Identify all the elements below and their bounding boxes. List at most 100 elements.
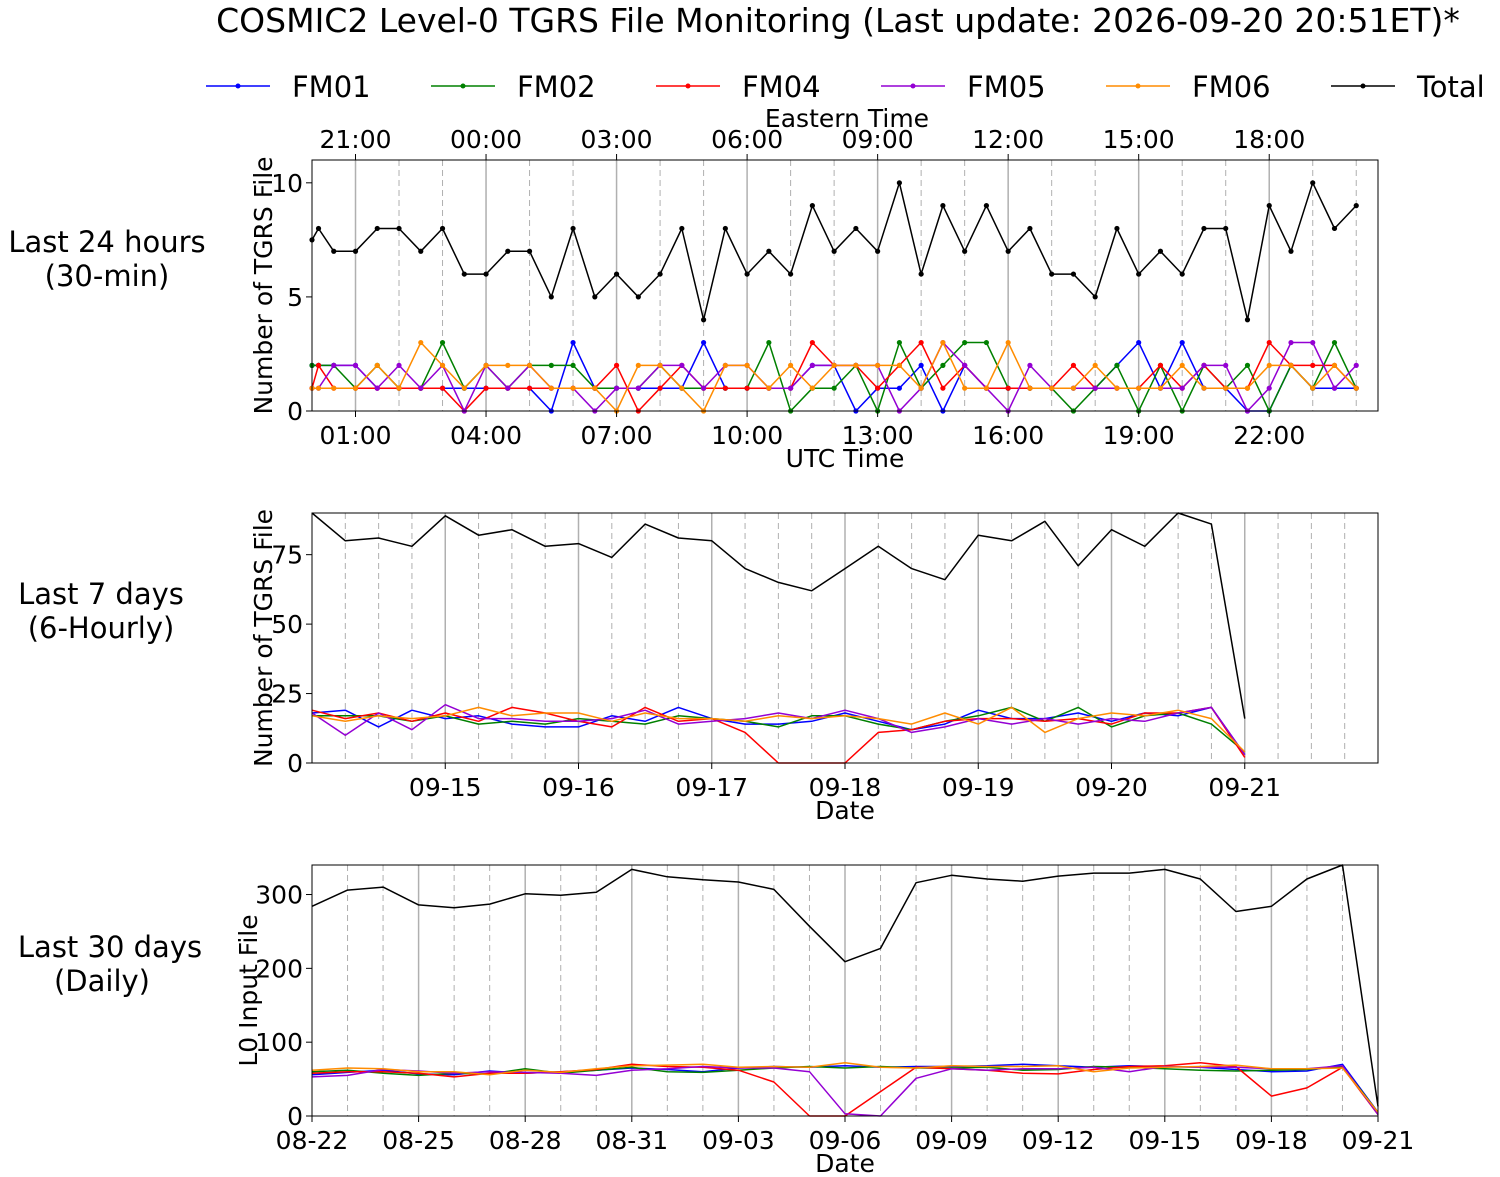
data-point-total [331,248,337,254]
data-point-fm02 [439,339,446,346]
data-point-fm05 [700,385,707,391]
series-line-total [311,864,1379,1107]
data-point-fm01 [570,339,576,346]
legend-label-fm04: FM04 [742,70,821,104]
x-tick-label: 09-21 [1342,1126,1415,1155]
data-point-total [700,317,707,323]
data-point-total [831,248,837,254]
data-point-total [875,248,881,254]
data-point-fm06 [875,362,881,368]
data-point-fm04 [875,385,881,391]
y-tick-label: 10 [271,169,303,198]
x-tick-label: 09-15 [1128,1126,1201,1155]
data-point-fm06 [766,385,772,391]
y-axis-title: L0 Input File [234,914,263,1066]
y-axis-title: Number of TGRS File [249,509,278,767]
row-label-line2: (6-Hourly) [28,611,175,645]
x-tick-label: 09-09 [915,1126,988,1155]
data-point-total [526,248,533,254]
row-label-line1: Last 7 days [18,577,184,611]
data-point-fm06 [570,385,576,391]
x-axis-title: Date [815,1149,875,1177]
data-point-fm04 [1266,339,1272,346]
top-x-tick-label: 03:00 [581,125,653,154]
data-point-total [1157,248,1164,254]
data-point-fm06 [1049,385,1055,391]
y-tick-label: 50 [271,610,303,639]
data-point-fm06 [396,385,402,391]
top-x-axis-title: Eastern Time [765,104,929,133]
top-x-tick-label: 12:00 [972,125,1044,154]
x-tick-label: 16:00 [972,421,1044,450]
legend-label-fm02: FM02 [517,70,596,104]
data-point-fm02 [831,385,837,391]
data-point-fm06 [918,385,924,391]
x-tick-label: 08-25 [382,1126,455,1155]
data-point-total [1223,225,1229,232]
legend-marker [1360,83,1366,89]
data-point-fm01 [1136,339,1142,346]
data-point-fm05 [396,362,402,368]
x-tick-label: 19:00 [1103,421,1175,450]
series-line-fm05 [311,1065,1379,1117]
data-point-fm06 [896,362,902,368]
legend-marker [910,83,916,89]
x-tick-label: 09-18 [809,773,882,802]
data-point-fm06 [1027,385,1033,391]
data-point-fm06 [315,385,322,391]
data-point-fm02 [1331,339,1338,346]
data-point-fm06 [1157,385,1164,391]
data-point-total [1244,317,1251,323]
x-tick-label: 09-12 [1022,1126,1095,1155]
data-point-total [483,271,489,277]
data-point-fm06 [1288,362,1294,368]
data-point-fm06 [1114,385,1120,391]
data-point-fm05 [352,362,359,368]
data-point-fm04 [439,385,446,391]
series-line-fm06 [312,341,1357,412]
x-tick-label: 09-19 [942,773,1015,802]
x-tick-label: 08-28 [489,1126,562,1155]
y-tick-label: 75 [271,541,303,570]
legend-marker [460,83,466,89]
chart-last-7-days: 0 25 50 75 09-15 09-16 09-17 09-18 09-19 09-20 09-… [249,509,1379,825]
row-label-line1: Last 24 hours [8,225,205,259]
y-tick-label: 300 [255,881,303,910]
data-point-fm06 [1266,362,1272,368]
data-point-fm04 [657,385,663,391]
data-point-fm02 [1244,362,1251,368]
data-point-fm06 [1244,385,1251,391]
series-line-fm05 [312,341,1357,412]
data-point-fm04 [744,385,750,391]
series-line-fm06 [311,706,1246,753]
data-point-fm05 [1092,385,1098,391]
data-point-fm05 [613,385,620,391]
data-point-total [613,271,620,277]
data-point-total [1136,271,1142,277]
data-point-fm02 [962,339,968,346]
data-point-total [788,271,794,277]
data-point-fm05 [1201,362,1207,368]
data-point-total [1114,225,1120,232]
data-point-total [439,225,446,232]
data-point-fm04 [483,385,489,391]
y-tick-label: 0 [287,397,303,426]
y-axis-title: Number of TGRS File [249,156,278,414]
y-tick-label: 0 [287,749,303,778]
row-label-line1: Last 30 days [18,930,202,964]
y-tick-label: 100 [255,1028,303,1057]
data-point-fm04 [809,339,815,346]
x-tick-label: 09-03 [702,1126,775,1155]
data-point-total [548,294,554,300]
data-point-total [1005,248,1011,254]
data-point-fm06 [962,385,968,391]
data-point-total [461,271,467,277]
data-point-fm04 [918,339,924,346]
y-tick-label: 5 [287,283,303,312]
legend-label-fm05: FM05 [967,70,1046,104]
data-point-total [983,203,990,209]
x-tick-label: 09-06 [809,1126,882,1155]
data-point-fm06 [1223,385,1229,391]
data-point-fm02 [570,362,576,368]
